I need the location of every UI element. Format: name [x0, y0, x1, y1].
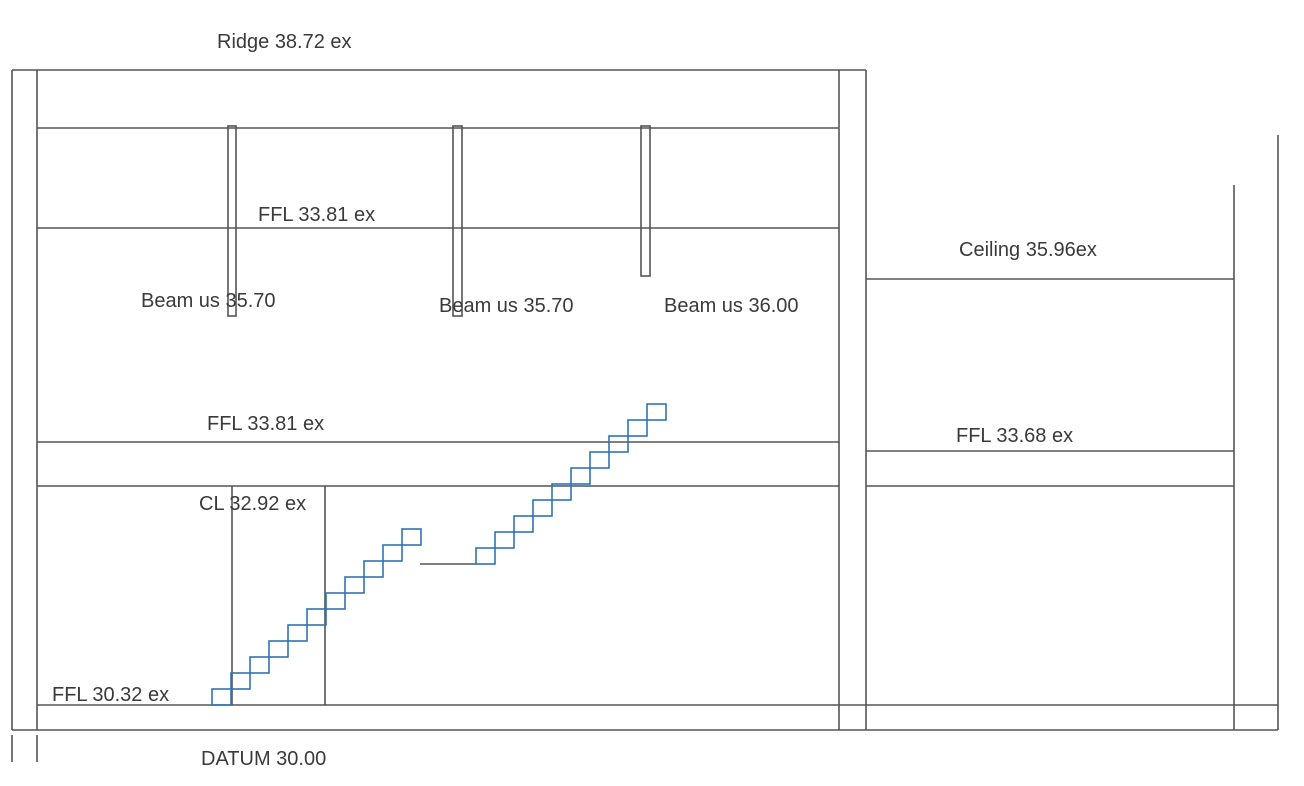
stair-step-lower-7 — [344, 576, 365, 594]
beams — [227, 125, 651, 317]
stair-step-upper-8 — [627, 419, 648, 437]
ffl-right-label: FFL 33.68 ex — [956, 425, 1073, 447]
stair-step-lower-0 — [211, 688, 232, 706]
stair-step-lower-10 — [401, 528, 422, 546]
stair-step-upper-0 — [475, 547, 496, 565]
upper-floor-lines — [37, 127, 839, 229]
ffl-upper-label: FFL 33.81 ex — [258, 204, 375, 226]
left-wall — [11, 70, 38, 762]
stair-step-lower-5 — [306, 608, 327, 626]
middle-floor-lines — [37, 441, 1234, 487]
partition-walls — [231, 486, 326, 705]
stair-step-lower-4 — [287, 624, 308, 642]
stair-step-upper-5 — [570, 467, 591, 485]
stair-step-lower-1 — [230, 672, 251, 690]
beam-2 — [452, 125, 463, 317]
stair-step-upper-3 — [532, 499, 553, 517]
ffl-lower-label: FFL 30.32 ex — [52, 684, 169, 706]
stair-step-lower-9 — [382, 544, 403, 562]
stair-step-lower-3 — [268, 640, 289, 658]
ceiling-label: Ceiling 35.96ex — [959, 239, 1097, 261]
middle-wall — [838, 70, 867, 730]
stair-step-lower-6 — [325, 592, 346, 610]
stair-step-upper-1 — [494, 531, 515, 549]
beam-3 — [640, 125, 651, 277]
beam-3-label: Beam us 36.00 — [664, 295, 799, 317]
ridge-label: Ridge 38.72 ex — [217, 31, 352, 53]
beam-1-label: Beam us 35.70 — [141, 290, 276, 312]
right-wall — [1233, 135, 1279, 730]
stair-step-upper-6 — [589, 451, 610, 469]
stair-step-upper-4 — [551, 483, 572, 501]
beam-1 — [227, 125, 237, 317]
stair-step-upper-9 — [646, 403, 667, 421]
staircase — [211, 403, 667, 706]
stair-step-lower-8 — [363, 560, 384, 578]
stair-step-lower-2 — [249, 656, 270, 674]
cl-label: CL 32.92 ex — [199, 493, 306, 515]
stair-step-upper-7 — [608, 435, 629, 453]
beam-2-label: Beam us 35.70 — [439, 295, 574, 317]
ground-slab — [12, 704, 1278, 731]
ffl-mid-label: FFL 33.81 ex — [207, 413, 324, 435]
datum-label: DATUM 30.00 — [201, 748, 326, 770]
stair-step-upper-2 — [513, 515, 534, 533]
